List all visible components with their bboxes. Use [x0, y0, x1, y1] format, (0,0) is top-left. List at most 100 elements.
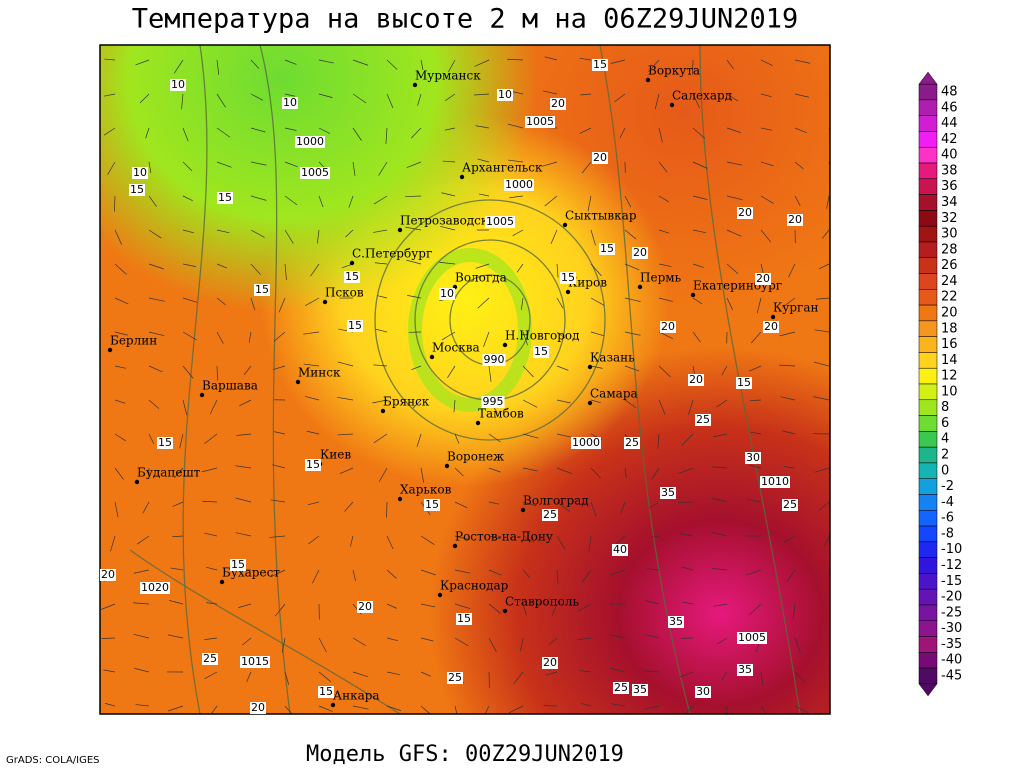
colorbar-label: 48: [941, 85, 958, 100]
wind-arrow: [522, 331, 528, 346]
contour-label-box: [140, 582, 170, 594]
wind-arrow: [590, 263, 602, 277]
contour-label-box: [542, 657, 558, 669]
colorbar-swatch: [918, 241, 938, 258]
city-label: Архангельск: [462, 161, 543, 175]
wind-arrow: [748, 464, 762, 469]
wind-arrow: [713, 603, 728, 607]
city-dot: [397, 496, 403, 502]
wind-arrow: [110, 535, 116, 552]
contour-label: 1000: [572, 436, 600, 449]
contour-label: 25: [696, 413, 710, 426]
colorbar-swatch: [918, 289, 938, 306]
wind-arrow: [590, 229, 596, 246]
wind-arrow: [818, 501, 830, 511]
wind-arrow: [376, 295, 388, 299]
contour-label: 1015: [241, 655, 269, 668]
wind-arrow: [579, 127, 592, 134]
wind-arrow: [786, 569, 796, 582]
colorbar-label: 44: [941, 116, 958, 131]
wind-arrow: [794, 59, 811, 64]
contour-label-box: [300, 167, 330, 179]
wind-arrow: [746, 498, 762, 503]
colorbar-swatch: [918, 652, 938, 669]
wind-arrow: [250, 263, 261, 275]
wind-arrow: [310, 263, 320, 277]
wind-arrow: [692, 331, 701, 343]
colorbar-label: 40: [941, 148, 958, 163]
wind-arrow: [312, 569, 320, 584]
city-dot: [429, 354, 435, 360]
colorbar-swatch: [918, 573, 938, 590]
wind-arrow: [619, 127, 626, 139]
wind-arrow: [284, 229, 294, 244]
wind-arrow: [182, 365, 194, 379]
wind-arrow: [590, 467, 601, 479]
wind-arrow: [406, 259, 422, 265]
colorbar-label: 38: [941, 163, 958, 178]
wind-arrow: [779, 331, 796, 337]
colorbar-swatch: [918, 178, 938, 195]
contour-label-box: [745, 452, 761, 464]
wind-arrow: [386, 535, 394, 550]
wind-arrow: [580, 93, 592, 96]
wind-arrow: [794, 93, 810, 98]
wind-arrow: [318, 93, 333, 98]
wind-arrow: [250, 195, 267, 201]
wind-arrow: [814, 467, 830, 473]
wind-arrow: [488, 535, 501, 539]
contour-label-box: [737, 664, 753, 676]
colorbar-swatch: [918, 510, 938, 527]
contour-label: 20: [756, 272, 770, 285]
wind-arrow: [216, 127, 231, 138]
wind-arrow: [416, 433, 422, 448]
wind-arrow: [824, 535, 830, 547]
wind-arrow: [405, 226, 422, 231]
contour-label-box: [485, 216, 515, 228]
contour-label: 1000: [296, 135, 324, 148]
city-label: Харьков: [400, 483, 452, 497]
wind-arrow: [624, 467, 627, 479]
city-dot: [520, 507, 526, 513]
wind-arrow: [114, 365, 127, 369]
wind-arrow: [378, 161, 388, 176]
wind-arrow: [235, 465, 252, 469]
colorbar-label: 2: [941, 448, 949, 463]
wind-arrow: [828, 59, 830, 61]
city-dot: [587, 400, 593, 406]
wind-arrow: [103, 93, 116, 97]
city-label: Варшава: [202, 379, 258, 393]
city-label: Волгоград: [523, 494, 589, 508]
wind-arrow: [645, 600, 660, 605]
contour-label-box: [695, 414, 711, 426]
contour-label-box: [736, 377, 752, 389]
wind-arrow: [658, 229, 670, 234]
contour-label-box: [132, 167, 148, 179]
wind-arrow: [507, 58, 524, 61]
wind-arrow: [412, 399, 422, 409]
contour-label-box: [688, 374, 704, 386]
wind-arrow: [318, 705, 333, 712]
contour-label-box: [497, 89, 513, 101]
wind-arrow: [779, 364, 796, 367]
contour-label-box: [660, 487, 676, 499]
colorbar-swatch: [918, 257, 938, 274]
contour-label: 15: [319, 685, 333, 698]
wind-arrow: [100, 603, 116, 610]
contour-label-box: [504, 179, 534, 191]
wind-arrow: [373, 195, 388, 205]
contour-label-box: [347, 320, 363, 332]
city-dot: [475, 420, 481, 426]
wind-arrow: [794, 161, 804, 170]
wind-arrow: [135, 704, 150, 707]
wind-arrow: [828, 671, 830, 673]
wind-arrow: [278, 297, 286, 313]
wind-arrow: [352, 161, 356, 176]
wind-arrow: [477, 158, 490, 163]
wind-arrow: [448, 59, 456, 73]
wind-arrow: [548, 637, 558, 645]
city-dot: [637, 284, 643, 290]
wind-arrow: [488, 569, 502, 576]
wind-arrow: [556, 297, 564, 309]
wind-arrow: [749, 399, 762, 402]
